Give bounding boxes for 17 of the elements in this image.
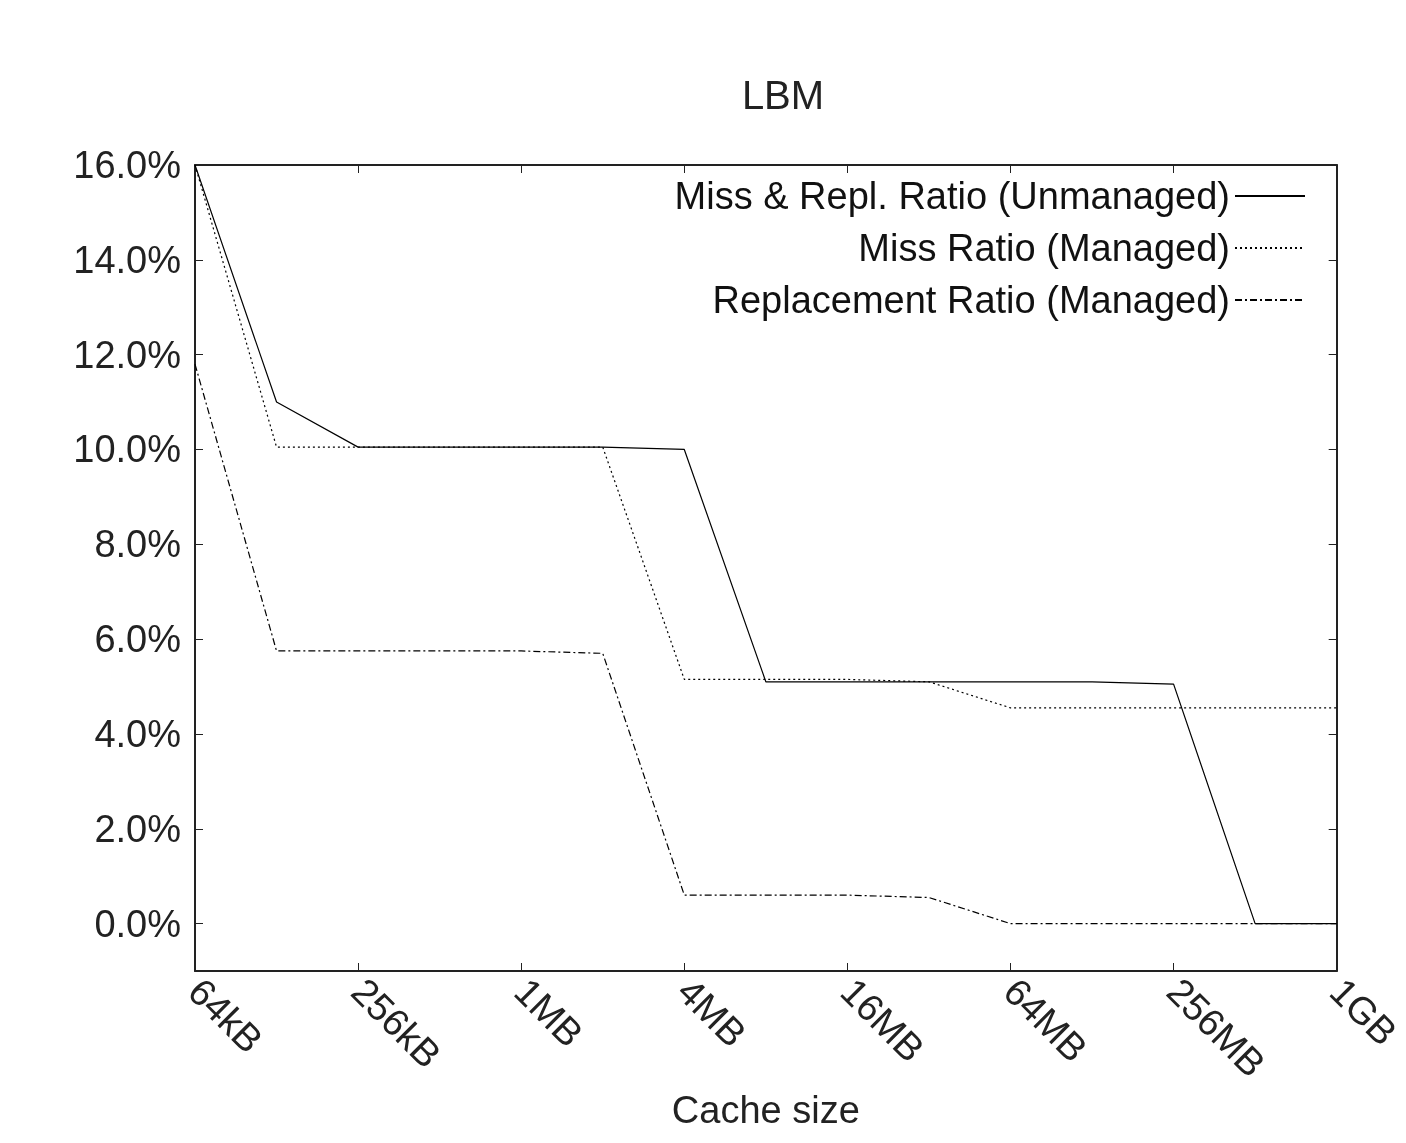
y-tick-label: 6.0%	[94, 618, 181, 661]
y-tick-label: 0.0%	[94, 902, 181, 945]
x-axis-title: Cache size	[671, 1088, 860, 1131]
chart-title: LBM	[741, 73, 825, 117]
y-tick-label: 12.0%	[73, 333, 181, 376]
y-tick-label: 4.0%	[94, 712, 181, 755]
legend-label: Replacement Ratio (Managed)	[712, 279, 1230, 321]
y-tick-label: 8.0%	[94, 523, 181, 566]
y-tick-label: 16.0%	[73, 144, 181, 186]
x-tick-label: 1MB	[506, 970, 592, 1056]
legend-label: Miss & Repl. Ratio (Unmanaged)	[674, 175, 1230, 217]
x-tick-label: 1GB	[1321, 970, 1406, 1054]
legend-label: Miss Ratio (Managed)	[858, 227, 1230, 269]
y-tick-label: 10.0%	[73, 428, 181, 471]
y-tick-label: 14.0%	[73, 238, 181, 281]
x-tick-label: 4MB	[669, 970, 755, 1056]
y-tick-label: 2.0%	[94, 807, 181, 850]
